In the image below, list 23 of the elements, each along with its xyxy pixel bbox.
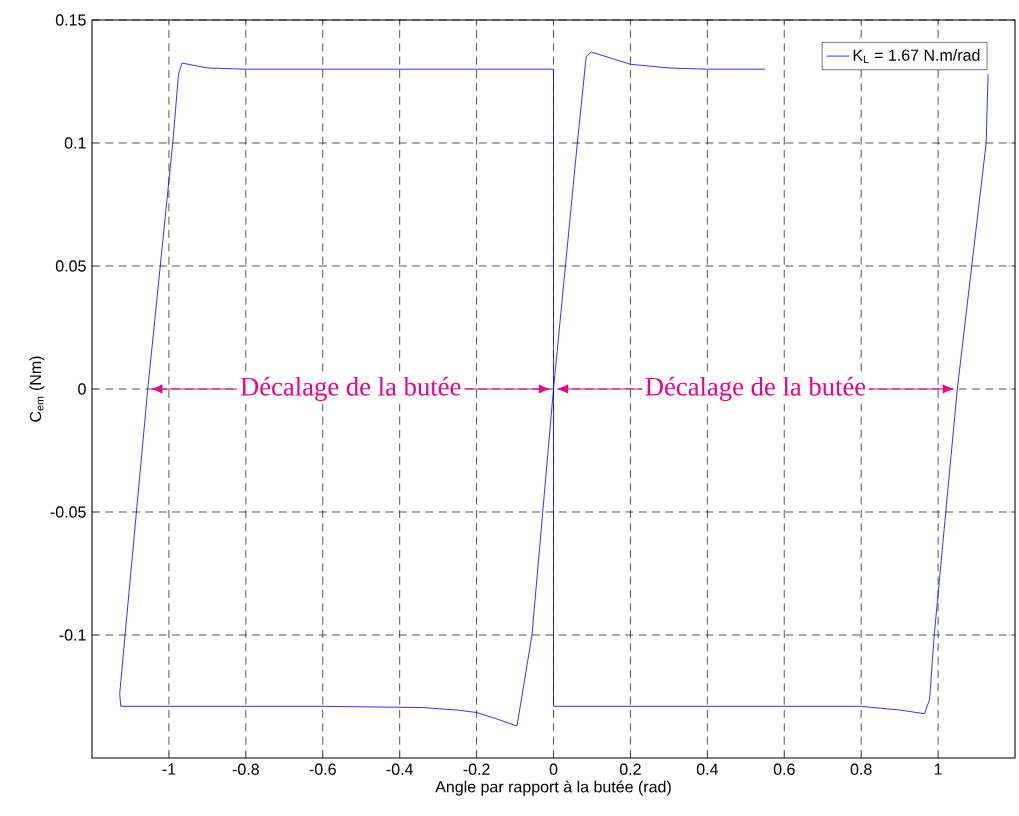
x-axis-title: Angle par rapport à la butée (rad) (435, 780, 671, 796)
x-tick-label: 1 (934, 763, 942, 775)
y-tick-label: 0.1 (64, 137, 86, 149)
y-tick-label: 0 (78, 383, 86, 395)
x-tick-label: -0.8 (232, 763, 259, 775)
line-series (119, 51, 989, 727)
x-tick-label: 0.8 (850, 763, 872, 775)
x-tick-label: 0 (549, 763, 558, 775)
x-tick-label: -0.2 (463, 763, 490, 775)
annotation: Décalage de la butée (645, 376, 866, 402)
x-tick-label: 0.6 (773, 763, 795, 775)
x-tick-label: -0.4 (386, 763, 413, 775)
y-tick-label: -0.1 (59, 629, 86, 641)
y-tick-label: 0.05 (55, 260, 86, 272)
y-tick-label: -0.05 (50, 506, 86, 518)
legend-label: K$_{L}$ = 1.67 N.m/rad (853, 49, 980, 64)
x-tick-label: 0.2 (619, 763, 641, 775)
y-axis-title: C$_{em}$ (Nm) (29, 356, 45, 422)
x-tick-label: -1 (162, 763, 176, 775)
y-tick-label: 0.15 (55, 14, 86, 26)
x-tick-label: 0.4 (696, 763, 718, 775)
annotation: Décalage de la butée (240, 376, 461, 402)
x-tick-label: -0.6 (309, 763, 336, 775)
